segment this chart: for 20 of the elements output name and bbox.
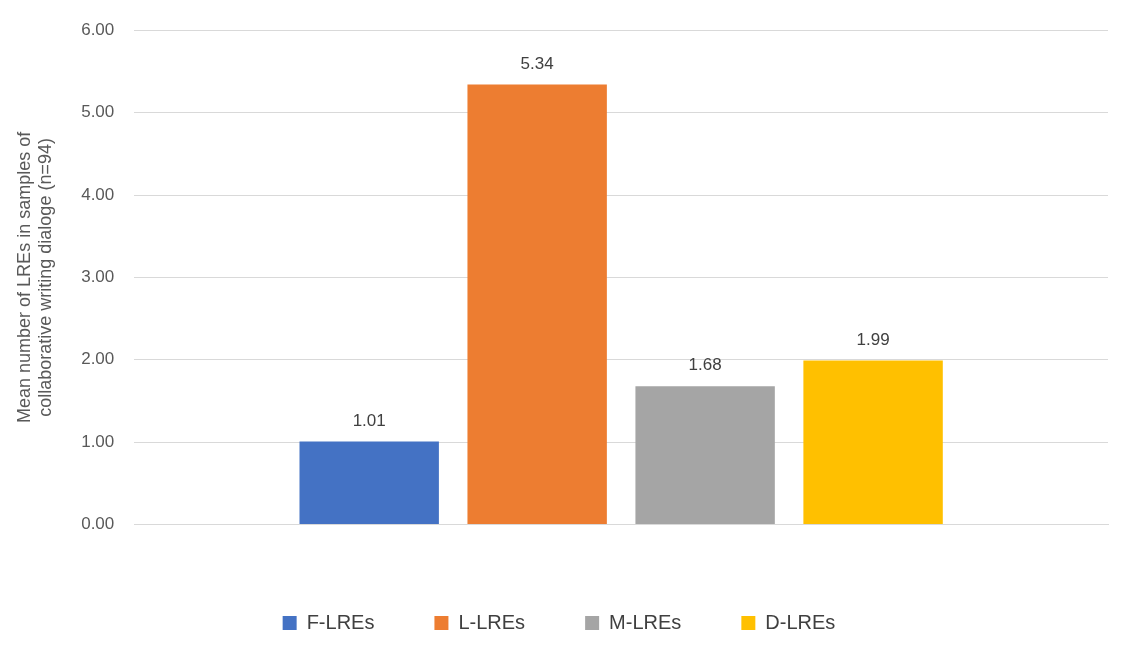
bar bbox=[635, 386, 775, 525]
y-tick-label: 5.00 bbox=[81, 102, 115, 122]
y-tick-label: 0.00 bbox=[81, 514, 115, 534]
y-tick-label: 6.00 bbox=[81, 19, 115, 39]
bar bbox=[467, 84, 607, 525]
legend-label: F-LREs bbox=[306, 610, 375, 633]
y-axis-title: Mean number of LREs in samples of collaborative writing dialoge (n=94) bbox=[13, 130, 56, 423]
data-label: 1.01 bbox=[352, 410, 386, 430]
data-label: 5.34 bbox=[520, 53, 554, 73]
y-tick-label: 3.00 bbox=[81, 267, 115, 287]
data-label: 1.99 bbox=[856, 329, 890, 349]
data-label: 1.68 bbox=[688, 355, 722, 375]
y-tick-label: 4.00 bbox=[81, 184, 115, 204]
y-tick-label: 1.00 bbox=[81, 431, 115, 451]
legend-label: L-LREs bbox=[458, 610, 526, 633]
bar bbox=[803, 360, 943, 525]
y-tick-label: 2.00 bbox=[81, 349, 115, 369]
bar bbox=[299, 441, 439, 525]
legend-label: M-LREs bbox=[609, 610, 682, 633]
legend-label: D-LREs bbox=[765, 610, 836, 633]
